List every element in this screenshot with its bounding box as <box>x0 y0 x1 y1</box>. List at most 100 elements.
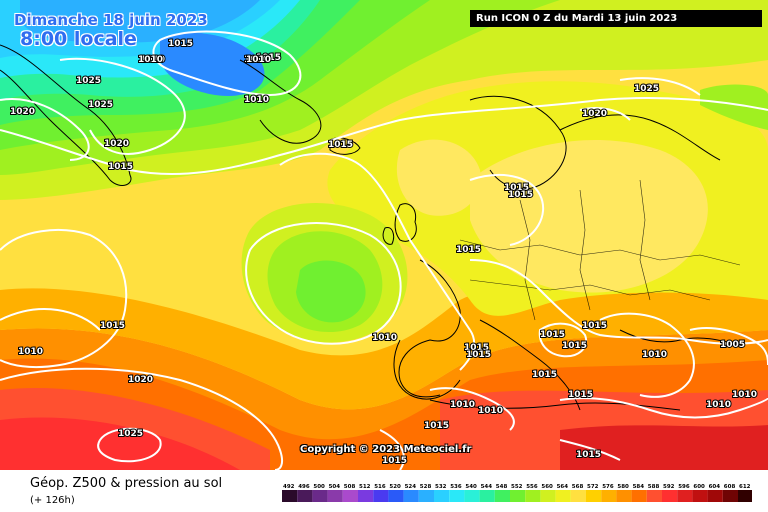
legend-value: 500 <box>313 484 325 490</box>
isobar-1010-atlantic <box>0 308 101 331</box>
legend-value: 560 <box>541 484 553 490</box>
legend-value: 580 <box>617 484 629 490</box>
legend-swatch <box>677 490 693 502</box>
isobar-label: 1010 <box>450 400 475 410</box>
legend-value: 528 <box>420 484 432 490</box>
legend-swatch <box>586 490 602 502</box>
legend-swatch <box>327 490 343 502</box>
lead-time: (+ 126h) <box>30 495 75 506</box>
north-africa-coast <box>429 399 681 411</box>
isobar-label: 1025 <box>118 429 143 439</box>
legend-swatch <box>434 490 450 502</box>
legend-swatch <box>449 490 465 502</box>
country-borders <box>459 179 741 321</box>
field-cutoff-low-core <box>296 260 366 323</box>
legend-swatch <box>601 490 617 502</box>
isobar-1010-cutoff <box>245 222 402 345</box>
legend-swatch <box>616 490 632 502</box>
isobar-1015-italy <box>538 322 588 358</box>
weather-map: 1015 1010 1015 1010 1010 1025 1025 1020 … <box>0 0 768 470</box>
isobar-label: 1015 <box>108 162 133 172</box>
isobar-1025-azores <box>97 427 162 463</box>
legend-swatch <box>282 490 298 502</box>
isobar-label: 1010 <box>706 400 731 410</box>
italy-coast <box>479 319 581 411</box>
isobar-label: 1015 <box>424 421 449 431</box>
greenland-east-coast <box>239 59 322 144</box>
france-iberia-coast <box>398 259 461 398</box>
isobar-1010-balkans <box>599 312 695 398</box>
isobar-1015-libya <box>559 439 621 461</box>
isobar-label: 1010 <box>642 350 667 360</box>
legend-swatch <box>525 490 541 502</box>
isobar-label: 1010 <box>138 55 163 65</box>
isobar-label: 1015 <box>576 450 601 460</box>
legend-value: 504 <box>329 484 341 490</box>
isobar-1015-northsea <box>469 174 545 246</box>
isobar-1020-scandinavia <box>579 107 631 121</box>
field-band-568 <box>470 140 708 293</box>
geopotential-map-svg: 1015 1010 1015 1010 1010 1025 1025 1020 … <box>0 0 768 470</box>
legend-value: 548 <box>496 484 508 490</box>
legend-swatch <box>722 490 738 502</box>
isobar-label: 1025 <box>634 84 659 94</box>
isobar-label: 1015 <box>168 39 193 49</box>
border-line-3 <box>519 199 536 321</box>
border-line-1 <box>459 239 741 266</box>
legend-swatch <box>418 490 434 502</box>
isobar-label: 1010 <box>478 406 503 416</box>
isobar-label: 1015 <box>532 370 557 380</box>
isobar-1020-west <box>0 98 90 161</box>
isobar-label: 1015 <box>562 341 587 351</box>
isobar-label: 1010 <box>18 347 43 357</box>
isobar-1015-north <box>0 97 768 175</box>
legend-swatch <box>662 490 678 502</box>
legend-value: 544 <box>481 484 493 490</box>
isobar-1015-atlantic <box>0 229 128 369</box>
legend-value: 600 <box>693 484 705 490</box>
isobar-label: 1015 <box>504 183 529 193</box>
isobar-label: 1015 <box>256 53 281 63</box>
legend-swatch <box>358 490 374 502</box>
legend-swatch <box>494 490 510 502</box>
legend-value: 564 <box>557 484 569 490</box>
isobar-1025-scandinavia <box>619 77 701 96</box>
isobar-1025-greenland <box>59 57 186 155</box>
legend-value: 604 <box>709 484 721 490</box>
isobar-1015-central <box>469 259 768 345</box>
isobar-label: 1020 <box>128 375 153 385</box>
map-footer: Géop. Z500 & pression au sol (+ 126h) 49… <box>0 470 768 512</box>
legend-value: 584 <box>633 484 645 490</box>
field-band-596-east <box>560 425 768 470</box>
isobar-label: 1010 <box>732 390 757 400</box>
border-line-2 <box>469 279 711 301</box>
legend-value: 592 <box>663 484 675 490</box>
isobar-label: 1015 <box>508 190 533 200</box>
isobar-label: 1015 <box>382 456 407 466</box>
color-scale-legend: 492 496 500 504 508 512 516 520 524 528 532 536 540 5… <box>282 484 752 502</box>
isobars <box>0 30 768 470</box>
iberia-coast <box>393 339 461 400</box>
valid-time-title: Dimanche 18 juin 2023 8:00 locale <box>14 12 208 50</box>
legend-value: 612 <box>739 484 751 490</box>
legend-value: 572 <box>587 484 599 490</box>
legend-value: 576 <box>602 484 614 490</box>
border-line-5 <box>639 179 651 301</box>
isobar-label: 1015 <box>568 390 593 400</box>
legend-swatch <box>692 490 708 502</box>
legend-value: 512 <box>359 484 371 490</box>
isobar-label: 1015 <box>582 321 607 331</box>
valid-local-time: 8:00 locale <box>20 28 137 50</box>
isobar-label: 1020 <box>10 107 35 117</box>
isobar-label: 1015 <box>464 343 489 353</box>
legend-swatch <box>738 490 752 502</box>
isobar-label: 1020 <box>104 139 129 149</box>
isobar-label: 1020 <box>582 109 607 119</box>
legend-value: 516 <box>374 484 386 490</box>
copyright-notice: Copyright © 2023 Meteociel.fr <box>300 444 472 455</box>
legend-swatch <box>342 490 358 502</box>
field-band-576 <box>0 283 768 410</box>
legend-value: 532 <box>435 484 447 490</box>
legend-value: 556 <box>526 484 538 490</box>
